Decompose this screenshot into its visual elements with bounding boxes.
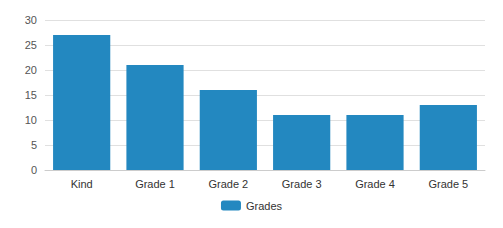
svg-text:Grade 4: Grade 4 — [355, 178, 395, 190]
svg-text:5: 5 — [31, 139, 37, 151]
svg-text:Grade 2: Grade 2 — [208, 178, 248, 190]
svg-text:10: 10 — [25, 114, 37, 126]
svg-text:Grade 5: Grade 5 — [428, 178, 468, 190]
svg-text:20: 20 — [25, 64, 37, 76]
svg-text:30: 30 — [25, 14, 37, 26]
svg-text:0: 0 — [31, 164, 37, 176]
svg-text:Kind: Kind — [71, 178, 93, 190]
svg-text:Grade 3: Grade 3 — [282, 178, 322, 190]
svg-text:25: 25 — [25, 39, 37, 51]
svg-text:15: 15 — [25, 89, 37, 101]
svg-text:Grade 1: Grade 1 — [135, 178, 175, 190]
svg-text:Grades: Grades — [246, 200, 283, 212]
